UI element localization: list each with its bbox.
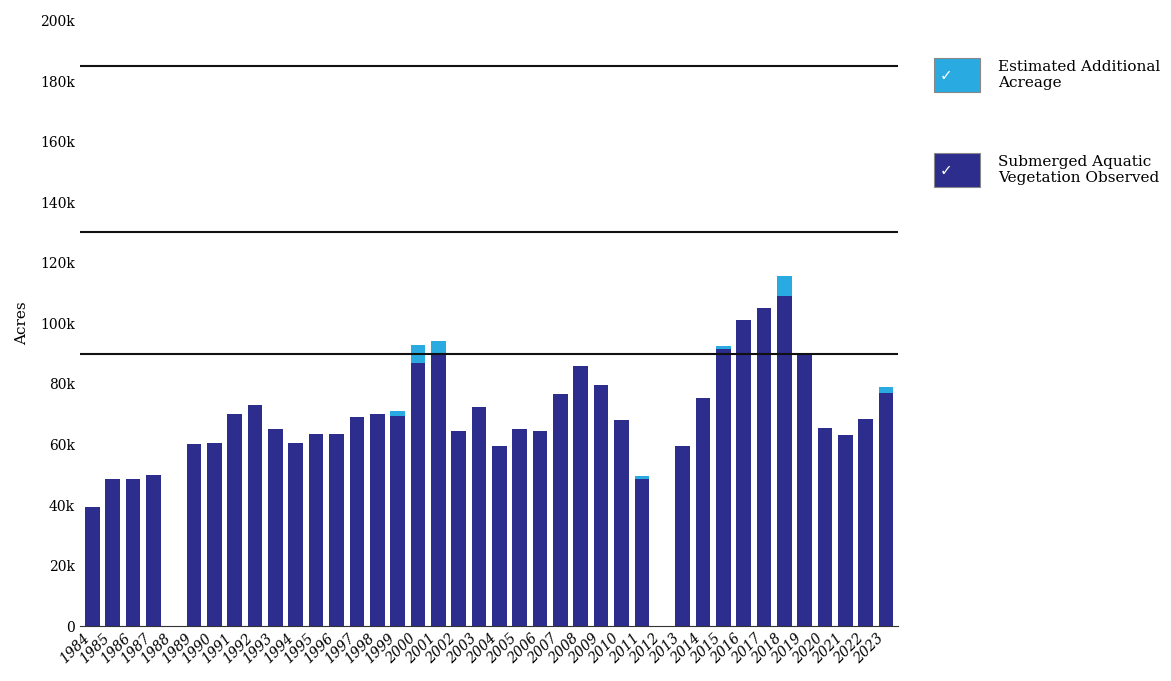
Bar <box>778 276 792 296</box>
Bar <box>125 479 141 626</box>
Text: Estimated Additional
Acreage: Estimated Additional Acreage <box>998 60 1160 90</box>
Bar <box>411 345 425 363</box>
Bar <box>390 411 405 415</box>
Bar <box>513 429 527 626</box>
Bar <box>635 479 649 626</box>
Bar <box>614 420 629 626</box>
Bar <box>84 507 100 626</box>
Bar <box>553 394 568 626</box>
Bar <box>797 353 812 626</box>
Bar <box>472 407 486 626</box>
Bar <box>492 446 507 626</box>
Bar <box>879 387 893 393</box>
Bar <box>715 346 731 349</box>
Bar <box>431 341 446 353</box>
Bar <box>756 308 772 626</box>
Bar <box>533 431 547 626</box>
Bar <box>105 479 119 626</box>
Bar <box>778 296 792 626</box>
Bar <box>451 431 466 626</box>
Bar <box>594 385 609 626</box>
Bar <box>431 353 446 626</box>
Text: Submerged Aquatic
Vegetation Observed: Submerged Aquatic Vegetation Observed <box>998 155 1159 185</box>
Bar <box>696 398 711 626</box>
Bar <box>268 429 282 626</box>
Bar <box>817 428 833 626</box>
Bar <box>186 445 201 626</box>
Bar <box>146 475 160 626</box>
Bar <box>309 434 323 626</box>
Bar <box>411 363 425 626</box>
Bar <box>635 476 649 479</box>
Text: ✓: ✓ <box>939 68 952 83</box>
Bar <box>858 419 874 626</box>
Y-axis label: Acres: Acres <box>15 302 29 345</box>
Bar <box>227 414 242 626</box>
Bar <box>288 443 303 626</box>
Bar <box>390 415 405 626</box>
Bar <box>370 414 384 626</box>
Bar <box>676 446 690 626</box>
Text: ✓: ✓ <box>939 163 952 178</box>
Bar <box>349 417 364 626</box>
Bar <box>248 405 262 626</box>
Bar <box>737 320 751 626</box>
Bar <box>329 434 344 626</box>
Bar <box>715 349 731 626</box>
Bar <box>574 366 588 626</box>
Bar <box>838 435 852 626</box>
Bar <box>879 393 893 626</box>
Bar <box>207 443 221 626</box>
